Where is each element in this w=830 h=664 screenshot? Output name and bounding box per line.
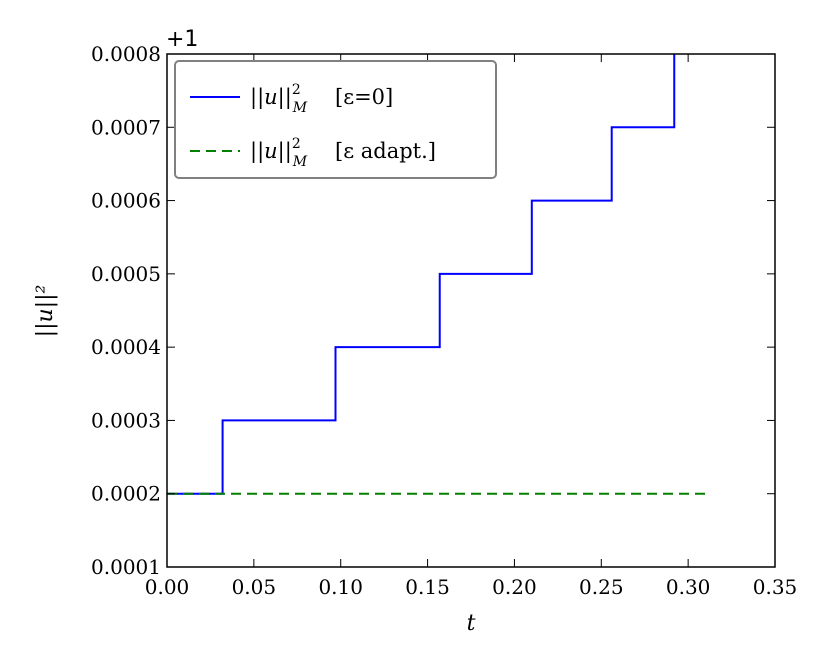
x-axis-label: t bbox=[467, 611, 476, 636]
y-tick-label: 0.0003 bbox=[91, 408, 161, 432]
x-tick-label: 0.35 bbox=[753, 575, 798, 599]
plot-area: 0.00 0.05 0.10 0.15 0.20 0.25 0.30 0.35 0.0001 0.… bbox=[91, 42, 797, 599]
y-tick-label: 0.0008 bbox=[91, 42, 161, 66]
x-tick-label: 0.10 bbox=[318, 575, 363, 599]
legend-math-label: ||u||2 M bbox=[250, 136, 308, 170]
legend-label-epsilon-zero: [ε=0] bbox=[335, 85, 393, 109]
legend-box bbox=[174, 60, 497, 179]
y-tick-label: 0.0002 bbox=[91, 482, 161, 506]
y-tick-label: 0.0005 bbox=[91, 262, 161, 286]
y-tick-label: 0.0004 bbox=[91, 335, 161, 359]
legend: ||u||2 M [ε=0] ||u||2 M [ε adapt.] bbox=[174, 60, 497, 179]
x-tick-label: 0.20 bbox=[492, 575, 537, 599]
x-tick-label: 0.25 bbox=[579, 575, 624, 599]
ticks-layer: 0.00 0.05 0.10 0.15 0.20 0.25 0.30 0.35 0.0001 0.… bbox=[91, 42, 797, 599]
y-tick-label: 0.0007 bbox=[91, 115, 161, 139]
x-tick-label: 0.05 bbox=[232, 575, 277, 599]
series-layer bbox=[167, 54, 708, 495]
x-tick-label: 0.00 bbox=[145, 575, 190, 599]
y-tick-label: 0.0001 bbox=[91, 555, 161, 579]
legend-entry-epsilon-adapt: ||u||2 M [ε adapt.] bbox=[190, 136, 436, 170]
series-line-1 bbox=[167, 54, 676, 495]
plot-frame bbox=[166, 53, 776, 568]
y-tick-label: 0.0006 bbox=[91, 189, 161, 213]
legend-entry-epsilon-zero: ||u||2 M [ε=0] bbox=[190, 82, 393, 116]
y-offset-label: +1 bbox=[166, 27, 198, 52]
x-tick-label: 0.30 bbox=[666, 575, 711, 599]
legend-math-label: ||u||2 M bbox=[250, 82, 308, 116]
y-axis-label: ||u||² bbox=[33, 285, 58, 338]
x-tick-label: 0.15 bbox=[405, 575, 450, 599]
legend-label-epsilon-adapt: [ε adapt.] bbox=[335, 139, 436, 163]
